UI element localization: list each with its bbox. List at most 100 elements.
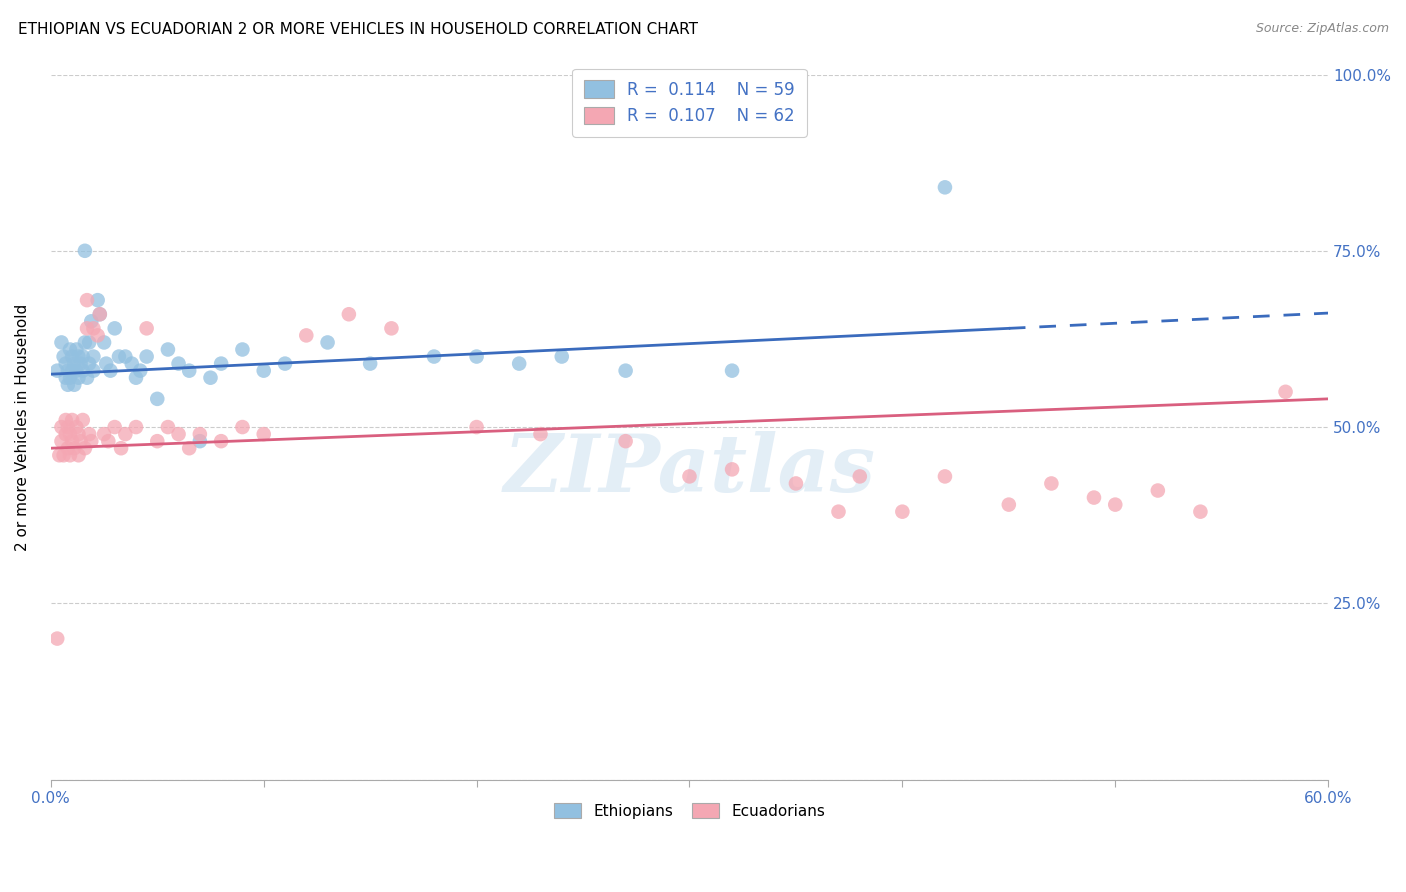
Point — [156, 343, 179, 357]
Point — [316, 335, 339, 350]
Point — [67, 350, 90, 364]
Point — [1189, 505, 1212, 519]
Point — [76, 293, 98, 307]
Point — [67, 427, 90, 442]
Point — [114, 350, 136, 364]
Point — [274, 357, 297, 371]
Point — [86, 328, 108, 343]
Point — [1274, 384, 1296, 399]
Point — [104, 321, 127, 335]
Point — [135, 350, 157, 364]
Point — [76, 321, 98, 335]
Point — [1146, 483, 1168, 498]
Point — [73, 441, 96, 455]
Point — [337, 307, 360, 321]
Point — [60, 350, 83, 364]
Point — [231, 343, 253, 357]
Point — [67, 448, 90, 462]
Point — [73, 335, 96, 350]
Point — [827, 505, 849, 519]
Point — [72, 364, 94, 378]
Point — [82, 364, 104, 378]
Point — [359, 357, 381, 371]
Point — [529, 427, 551, 442]
Text: ZIPatlas: ZIPatlas — [503, 431, 876, 508]
Point — [55, 413, 77, 427]
Point — [785, 476, 807, 491]
Point — [56, 441, 79, 455]
Point — [614, 434, 637, 449]
Point — [209, 357, 232, 371]
Point — [508, 357, 530, 371]
Point — [80, 434, 103, 449]
Point — [209, 434, 232, 449]
Point — [55, 357, 77, 371]
Point — [423, 350, 446, 364]
Text: Source: ZipAtlas.com: Source: ZipAtlas.com — [1256, 22, 1389, 36]
Point — [67, 370, 90, 384]
Point — [231, 420, 253, 434]
Point — [65, 364, 87, 378]
Point — [465, 350, 488, 364]
Point — [56, 420, 79, 434]
Point — [46, 632, 69, 646]
Point — [179, 441, 201, 455]
Point — [93, 335, 115, 350]
Point — [77, 357, 100, 371]
Point — [82, 321, 104, 335]
Point — [59, 427, 82, 442]
Point — [188, 427, 211, 442]
Point — [614, 364, 637, 378]
Point — [73, 244, 96, 258]
Point — [96, 357, 118, 371]
Point — [59, 448, 82, 462]
Y-axis label: 2 or more Vehicles in Household: 2 or more Vehicles in Household — [15, 303, 30, 550]
Point — [100, 364, 122, 378]
Point — [253, 364, 276, 378]
Text: ETHIOPIAN VS ECUADORIAN 2 OR MORE VEHICLES IN HOUSEHOLD CORRELATION CHART: ETHIOPIAN VS ECUADORIAN 2 OR MORE VEHICL… — [18, 22, 699, 37]
Point — [167, 357, 190, 371]
Point — [80, 314, 103, 328]
Point — [179, 364, 201, 378]
Point — [934, 469, 956, 483]
Point — [253, 427, 276, 442]
Point — [55, 427, 77, 442]
Point — [65, 420, 87, 434]
Point — [86, 293, 108, 307]
Point — [93, 427, 115, 442]
Point — [135, 321, 157, 335]
Point — [1083, 491, 1105, 505]
Point — [934, 180, 956, 194]
Point — [63, 357, 86, 371]
Point — [156, 420, 179, 434]
Point — [295, 328, 318, 343]
Point — [55, 370, 77, 384]
Point — [167, 427, 190, 442]
Point — [52, 448, 75, 462]
Point — [82, 350, 104, 364]
Point — [465, 420, 488, 434]
Point — [110, 441, 132, 455]
Point — [121, 357, 143, 371]
Point — [59, 343, 82, 357]
Point — [72, 350, 94, 364]
Point — [891, 505, 914, 519]
Point — [52, 350, 75, 364]
Legend: Ethiopians, Ecuadorians: Ethiopians, Ecuadorians — [547, 797, 831, 825]
Point — [63, 377, 86, 392]
Point — [69, 434, 91, 449]
Point — [146, 434, 169, 449]
Point — [89, 307, 111, 321]
Point — [56, 364, 79, 378]
Point — [89, 307, 111, 321]
Point — [46, 364, 69, 378]
Point — [77, 427, 100, 442]
Point — [678, 469, 700, 483]
Point — [104, 420, 127, 434]
Point — [59, 370, 82, 384]
Point — [551, 350, 574, 364]
Point — [77, 335, 100, 350]
Point — [1104, 498, 1126, 512]
Point — [125, 420, 148, 434]
Point — [1040, 476, 1063, 491]
